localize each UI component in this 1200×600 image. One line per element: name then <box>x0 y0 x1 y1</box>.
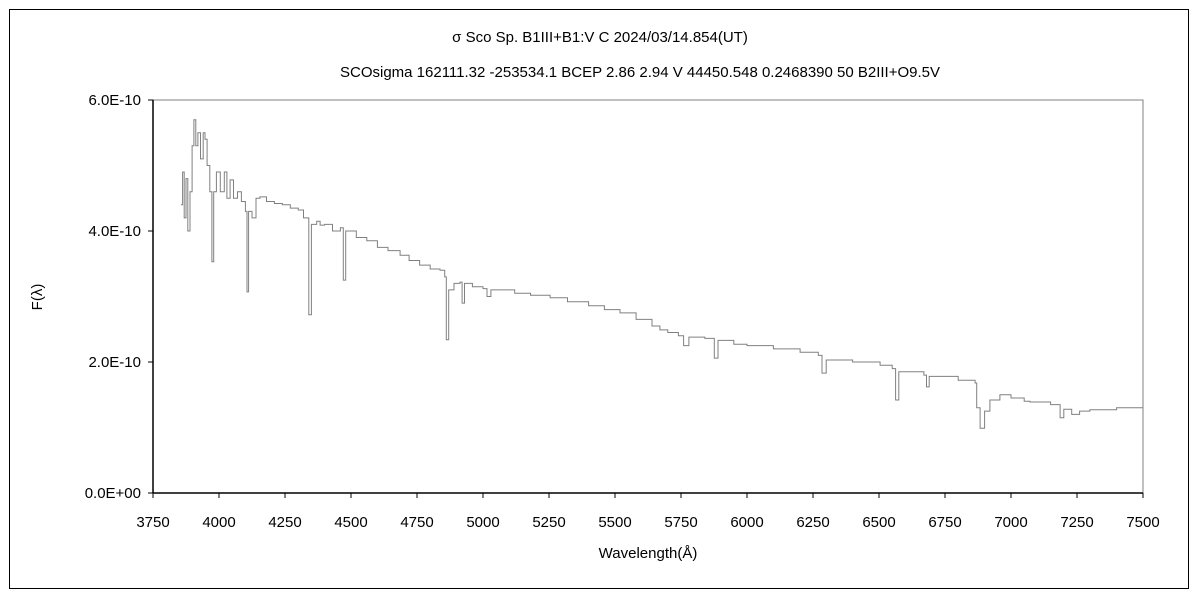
x-tick-label: 4000 <box>202 514 235 531</box>
x-tick-label: 5500 <box>598 514 631 531</box>
x-axis-label: Wavelength(Å) <box>599 545 698 562</box>
plot-area <box>152 99 1144 494</box>
y-tick-label: 4.0E-10 <box>88 223 141 240</box>
x-tick-label: 6750 <box>928 514 961 531</box>
x-tick-label: 4250 <box>268 514 301 531</box>
chart-subtitle: SCOsigma 162111.32 -253534.1 BCEP 2.86 2… <box>340 64 940 81</box>
x-tick-label: 5750 <box>664 514 697 531</box>
y-tick-label: 0.0E+00 <box>85 485 141 502</box>
x-tick-label: 7250 <box>1060 514 1093 531</box>
y-axis-label: F(λ) <box>29 284 46 311</box>
x-tick-label: 5250 <box>532 514 565 531</box>
x-tick-label: 6500 <box>862 514 895 531</box>
chart-frame <box>9 9 1189 589</box>
x-tick-label: 7500 <box>1126 514 1159 531</box>
x-tick-label: 4500 <box>334 514 367 531</box>
spectrum-line <box>181 119 1143 429</box>
x-tick-label: 7000 <box>994 514 1027 531</box>
x-tick-label: 6250 <box>796 514 829 531</box>
x-tick-label: 4750 <box>400 514 433 531</box>
y-tick-label: 6.0E-10 <box>88 92 141 109</box>
y-tick-label: 2.0E-10 <box>88 354 141 371</box>
x-tick-label: 5000 <box>466 514 499 531</box>
chart-title: σ Sco Sp. B1III+B1:V C 2024/03/14.854(UT… <box>452 29 748 46</box>
x-tick-label: 3750 <box>136 514 169 531</box>
x-tick-label: 6000 <box>730 514 763 531</box>
